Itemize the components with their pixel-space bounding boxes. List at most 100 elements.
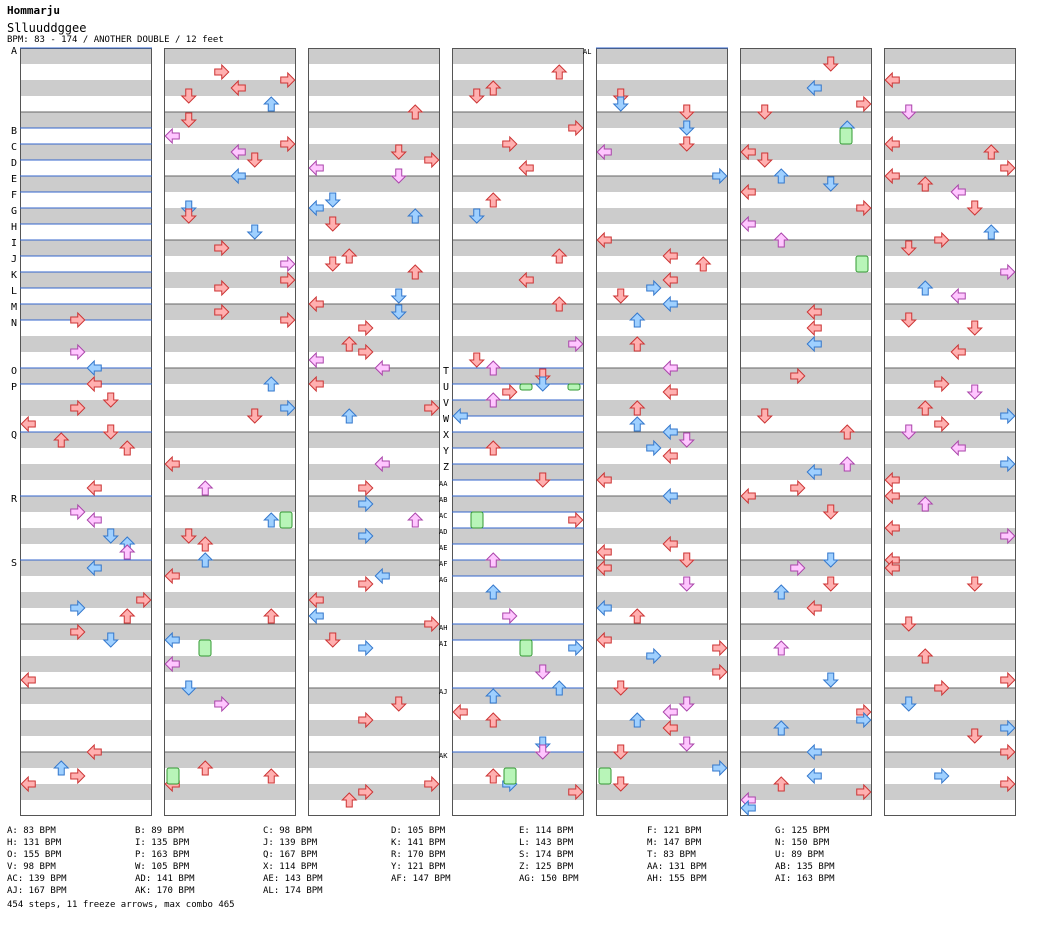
bpm-marker-label: AI [439, 640, 447, 648]
step-arrow [119, 544, 136, 560]
bpm-entry: AG: 150 BPM [519, 874, 579, 884]
beat-band [164, 656, 296, 672]
beat-band [164, 400, 296, 416]
beat-band [164, 560, 296, 576]
step-arrow [390, 168, 407, 184]
beat-band [596, 656, 728, 672]
step-arrow [983, 144, 1000, 160]
beat-band [740, 560, 872, 576]
beat-band [308, 176, 440, 192]
step-arrow [662, 487, 678, 505]
beat-band [308, 336, 440, 352]
beat-band [452, 240, 584, 256]
step-arrow [374, 567, 390, 585]
step-arrow [324, 192, 341, 208]
beat-band [164, 208, 296, 224]
step-arrow [1000, 671, 1016, 689]
step-arrow [884, 167, 900, 185]
bpm-marker-label: S [11, 558, 17, 569]
step-arrow [164, 127, 180, 145]
bpm-entry: G: 125 BPM [775, 826, 830, 836]
beat-band [884, 400, 1016, 416]
step-arrow [596, 559, 612, 577]
step-arrow [1000, 455, 1016, 473]
step-arrow [518, 271, 534, 289]
step-arrow [341, 336, 358, 352]
step-arrow [308, 607, 324, 625]
step-arrow [884, 71, 900, 89]
step-arrow [806, 319, 822, 337]
bpm-marker-label: F [11, 190, 17, 201]
step-arrow [900, 616, 917, 632]
beat-band [884, 592, 1016, 608]
beat-band [884, 112, 1016, 128]
step-arrow [246, 152, 263, 168]
beat-band [596, 432, 728, 448]
beat-band [596, 784, 728, 800]
step-arrow [822, 552, 839, 568]
step-arrow [102, 528, 119, 544]
beat-band [164, 432, 296, 448]
step-arrow [712, 759, 728, 777]
bpm-entry: AD: 141 BPM [135, 874, 195, 884]
step-arrow [424, 615, 440, 633]
step-arrow [341, 792, 358, 808]
beat-band [308, 432, 440, 448]
bpm-marker-label: C [11, 142, 17, 153]
bpm-marker-label: Y [443, 446, 449, 457]
step-arrow [756, 104, 773, 120]
beat-band [884, 48, 1016, 64]
step-arrow [900, 696, 917, 712]
step-arrow [214, 279, 230, 297]
beat-band [740, 304, 872, 320]
step-arrow [102, 632, 119, 648]
bpm-entry: T: 83 BPM [647, 850, 696, 860]
step-arrow [773, 232, 790, 248]
bpm-entry: A: 83 BPM [7, 826, 56, 836]
step-arrow [86, 559, 102, 577]
beat-band [884, 560, 1016, 576]
step-arrow [884, 487, 900, 505]
bpm-marker-label: L [11, 286, 17, 297]
beat-band [20, 240, 152, 256]
step-arrow [790, 367, 806, 385]
step-arrow [612, 680, 629, 696]
step-arrow [662, 383, 678, 401]
step-arrow [934, 679, 950, 697]
step-arrow [502, 607, 518, 625]
step-arrow [374, 359, 390, 377]
step-arrow [662, 703, 678, 721]
beat-band [164, 240, 296, 256]
step-arrow [424, 151, 440, 169]
step-arrow [917, 496, 934, 512]
beat-band [740, 752, 872, 768]
bpm-marker-label: AH [439, 624, 447, 632]
step-arrow [806, 743, 822, 761]
beat-band [884, 208, 1016, 224]
step-arrow [263, 96, 280, 112]
beat-band [884, 624, 1016, 640]
beat-band [20, 304, 152, 320]
step-arrow [662, 247, 678, 265]
beat-band [884, 240, 1016, 256]
beat-band [164, 624, 296, 640]
beat-band [884, 688, 1016, 704]
step-arrow [822, 672, 839, 688]
step-arrow [612, 776, 629, 792]
step-arrow [502, 383, 518, 401]
step-arrow [806, 463, 822, 481]
step-arrow [485, 768, 502, 784]
step-arrow [856, 199, 872, 217]
bpm-entry: X: 114 BPM [263, 862, 318, 872]
beat-band [164, 176, 296, 192]
step-arrow [518, 159, 534, 177]
freeze-arrow [166, 767, 180, 785]
beat-band [884, 336, 1016, 352]
bpm-marker-label: N [11, 318, 17, 329]
step-arrow [678, 136, 695, 152]
step-arrow [534, 472, 551, 488]
column-border [308, 48, 440, 816]
bpm-entry: L: 143 BPM [519, 838, 574, 848]
beat-band [20, 48, 152, 64]
step-arrow [596, 543, 612, 561]
